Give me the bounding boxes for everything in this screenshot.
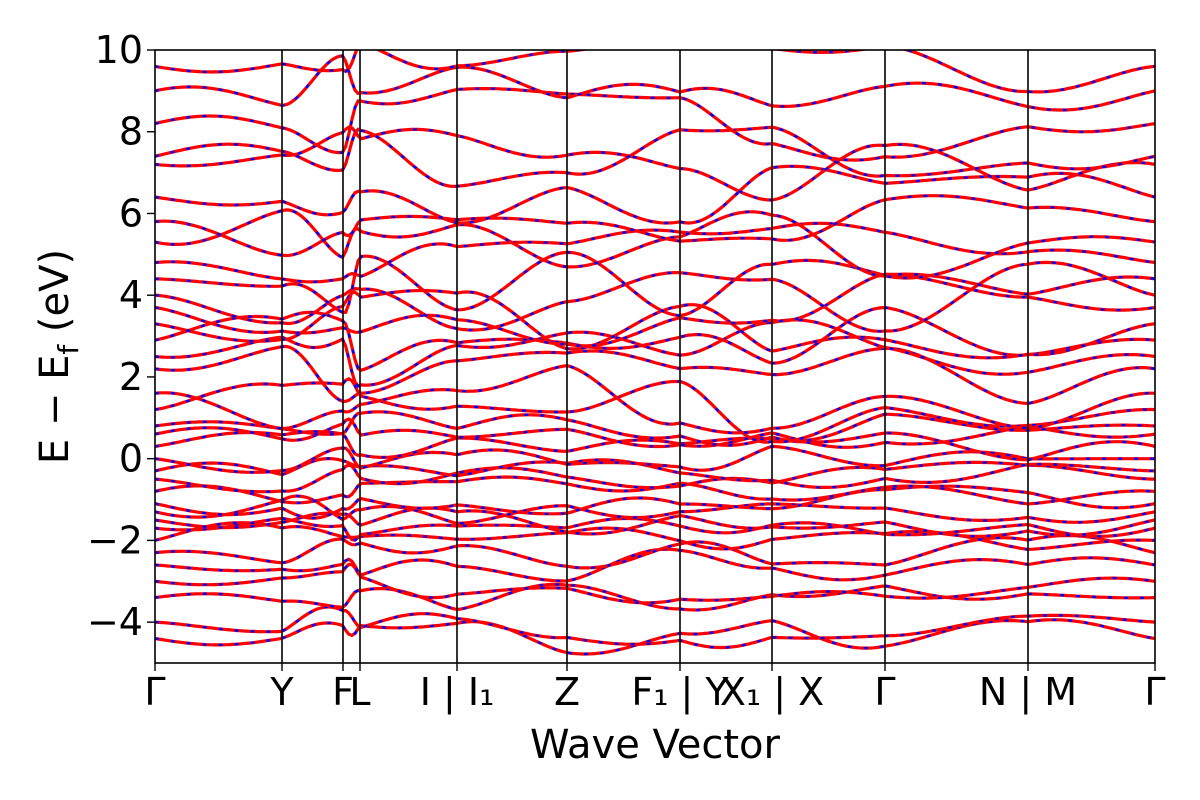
band-24-red xyxy=(155,272,1155,348)
x-tick-label-5: Z xyxy=(554,670,580,714)
band-lines xyxy=(155,50,1155,656)
band-27-blue xyxy=(155,222,1155,284)
y-tick-label-2: 0 xyxy=(119,437,143,481)
band-9-red xyxy=(155,494,1155,526)
x-tick-label-6: F₁ | Y xyxy=(631,670,729,715)
y-tick-label-3: 2 xyxy=(119,355,143,399)
x-tick-label-4: I | I₁ xyxy=(420,670,495,715)
band-2-red xyxy=(155,582,1155,612)
band-17-red xyxy=(155,410,1155,447)
band-10-blue xyxy=(155,485,1155,520)
band-22-blue xyxy=(155,306,1155,372)
y-tick-label-6: 8 xyxy=(119,110,143,154)
high-symmetry-lines xyxy=(281,50,1029,663)
x-tick-label-7: X₁ | X xyxy=(720,670,824,715)
band-23-blue xyxy=(155,289,1155,359)
band-25-blue xyxy=(155,261,1155,333)
band-26-red xyxy=(155,250,1155,318)
band-31-blue xyxy=(155,125,1155,202)
x-tick-label-10: Γ xyxy=(1144,670,1165,714)
x-tick-label-2: F xyxy=(332,670,354,714)
band-32-blue xyxy=(155,126,1155,188)
band-0-blue xyxy=(155,618,1155,656)
y-axis-title-sub: f xyxy=(52,344,85,355)
band-34-blue xyxy=(155,54,1155,112)
band-11-blue xyxy=(155,475,1155,505)
band-5-blue xyxy=(155,534,1155,570)
y-axis-title-unit: (eV) xyxy=(32,249,78,345)
y-axis: −4 −2 0 2 4 6 8 10 xyxy=(87,28,155,644)
band-1-red xyxy=(155,605,1155,650)
band-6-red xyxy=(155,521,1155,551)
x-tick-label-0: Γ xyxy=(144,670,165,714)
plot-frame xyxy=(154,49,1156,664)
y-tick-label-5: 6 xyxy=(119,191,143,235)
y-tick-label-1: −2 xyxy=(87,518,143,562)
band-35-blue xyxy=(155,50,1155,94)
band-34-red xyxy=(155,54,1155,112)
y-axis-title: E − Ef (eV) xyxy=(32,249,85,464)
x-tick-label-1: Y xyxy=(269,670,294,714)
band-28-red xyxy=(155,208,1155,280)
band-29-blue xyxy=(155,194,1155,257)
band-13-red xyxy=(155,457,1155,489)
band-3-blue xyxy=(155,563,1155,604)
band-24-blue xyxy=(155,272,1155,348)
band-30-red xyxy=(155,164,1155,225)
band-0-red xyxy=(155,618,1155,656)
y-tick-label-4: 4 xyxy=(119,273,143,317)
band-33-blue xyxy=(155,87,1155,162)
band-12-red xyxy=(155,460,1155,494)
band-28-blue xyxy=(155,208,1155,280)
y-tick-label-0: −4 xyxy=(87,600,143,644)
band-19-red xyxy=(155,364,1155,435)
band-35-red xyxy=(155,50,1155,94)
y-axis-title-main: E − E xyxy=(32,355,78,465)
x-tick-label-3: L xyxy=(349,670,370,714)
y-tick-label-7: 10 xyxy=(95,28,143,72)
x-tick-label-9: N | M xyxy=(979,670,1077,715)
x-tick-label-8: Γ xyxy=(874,670,895,714)
band-20-red xyxy=(155,344,1155,406)
x-axis-title: Wave Vector xyxy=(530,722,781,768)
band-30-blue xyxy=(155,165,1155,225)
band-21-red xyxy=(155,318,1155,389)
band-8-blue xyxy=(155,506,1155,538)
x-axis: Γ Y FL I | I₁ Z F₁ | YX₁ | X Γ N | M Γ xyxy=(144,663,1166,715)
